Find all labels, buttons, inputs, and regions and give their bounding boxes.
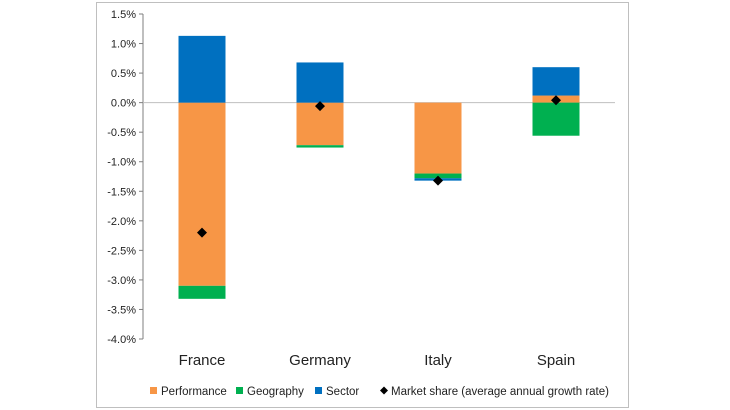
x-tick-label-spain: Spain [537, 352, 575, 369]
bar-sector-france [178, 35, 226, 103]
legend-item-3-label: Market share (average annual growth rate… [391, 386, 609, 398]
y-tick-label: 1.5% [111, 9, 136, 21]
marker-market-share-italy [433, 175, 443, 186]
legend-item-3-swatch [380, 386, 388, 395]
legend-item-2-label: Sector [326, 386, 359, 398]
legend-item-2-swatch [315, 387, 322, 394]
legend-item-0-swatch [150, 387, 157, 394]
bar-performance-france [178, 102, 226, 286]
legend-item-1-swatch [236, 387, 243, 394]
y-tick-label: -1.0% [107, 157, 136, 169]
bar-sector-spain [532, 67, 580, 96]
bar-geography-france [178, 285, 226, 299]
legend-item-1-label: Geography [247, 386, 304, 398]
y-tick-label: -2.0% [107, 216, 136, 228]
x-tick-label-france: France [179, 352, 226, 369]
y-tick-label: -0.5% [107, 127, 136, 139]
x-tick-label-italy: Italy [424, 352, 452, 369]
bar-geography-spain [532, 102, 580, 136]
x-tick-label-germany: Germany [289, 352, 351, 369]
y-tick-label: -4.0% [107, 334, 136, 346]
y-tick-label: 0.5% [111, 68, 136, 80]
marker-market-share-france [197, 227, 207, 238]
y-tick-label: -3.5% [107, 304, 136, 316]
bar-sector-germany [296, 62, 344, 103]
legend-item-0-label: Performance [161, 386, 227, 398]
marker-market-share-spain [551, 95, 561, 106]
y-tick-label: 1.0% [111, 39, 136, 51]
bar-performance-italy [414, 102, 462, 174]
y-tick-label: 0.0% [111, 98, 136, 110]
y-tick-label: -3.0% [107, 275, 136, 287]
bar-geography-germany [296, 145, 344, 148]
y-tick-label: -2.5% [107, 245, 136, 257]
y-tick-label: -1.5% [107, 186, 136, 198]
marker-market-share-germany [315, 101, 325, 112]
